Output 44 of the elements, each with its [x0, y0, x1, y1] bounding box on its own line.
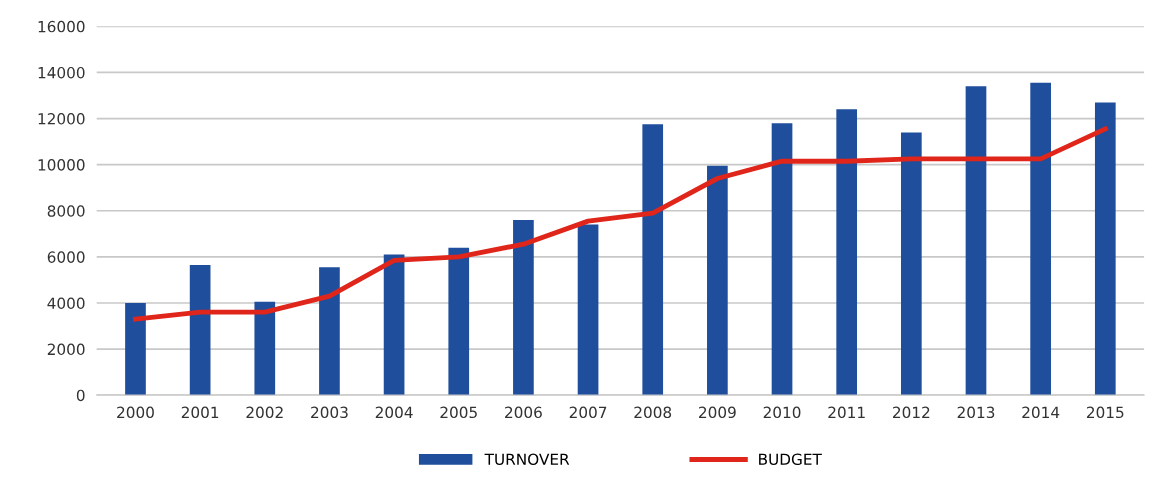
bar [900, 132, 922, 396]
bar [642, 124, 664, 396]
bar [125, 302, 146, 396]
y-tick-label: 8000 [47, 205, 85, 217]
x-tick-label: 2009 [699, 406, 736, 419]
y-tick-label: 14000 [38, 66, 85, 79]
bar [836, 109, 858, 396]
bar [1094, 102, 1116, 396]
x-tick-label: 2002 [246, 406, 283, 419]
x-tick-label: 2010 [763, 406, 801, 419]
x-tick-label: 2015 [1086, 406, 1124, 419]
y-tick-label: 16000 [38, 20, 85, 33]
y-tick-label: 4000 [47, 297, 85, 309]
y-tick-label: 2000 [47, 343, 85, 356]
bar [965, 86, 987, 396]
line-series [133, 126, 1108, 322]
y-tick-label: 10000 [38, 159, 85, 171]
bar [383, 254, 405, 396]
bar [319, 267, 340, 396]
x-tick-label: 2006 [505, 406, 542, 419]
y-tick-label: 0 [76, 389, 85, 402]
x-tick-label: 2001 [181, 406, 219, 419]
bar [771, 123, 793, 396]
bar [707, 165, 728, 396]
bar [254, 301, 276, 396]
y-tick-label: 6000 [47, 251, 85, 263]
x-tick-label: 2012 [893, 406, 930, 419]
x-tick-label: 2014 [1022, 406, 1060, 419]
x-tick-label: 2008 [634, 406, 672, 419]
x-tick-label: 2000 [117, 406, 154, 419]
bar [189, 264, 211, 396]
bar [448, 247, 470, 396]
y-tick-label: 12000 [38, 113, 85, 125]
bar [1030, 82, 1051, 396]
x-tick-label: 2007 [569, 406, 607, 419]
x-tick-label: 2011 [828, 406, 865, 419]
legend-label: TURNOVER [484, 453, 570, 466]
bar [577, 224, 599, 396]
legend-label: BUDGET [759, 453, 822, 466]
x-tick-label: 2004 [375, 406, 413, 419]
x-tick-label: 2005 [440, 406, 477, 419]
x-tick-label: 2003 [311, 406, 348, 419]
x-tick-label: 2013 [957, 406, 995, 419]
bar [513, 219, 534, 396]
